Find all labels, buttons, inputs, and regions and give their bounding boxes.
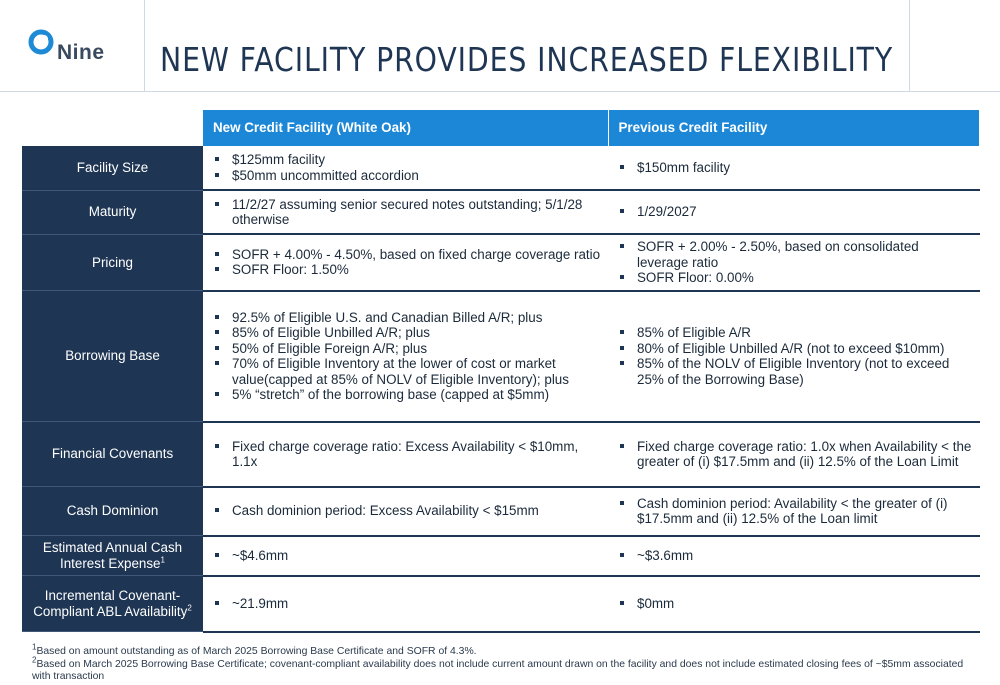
- page-title: NEW FACILITY PROVIDES INCREASED FLEXIBIL…: [160, 40, 894, 79]
- footnote-marker: 1: [160, 555, 165, 565]
- previous-facility-cell: $150mm facility: [608, 146, 980, 191]
- header-new-facility: New Credit Facility (White Oak): [203, 110, 609, 146]
- row-label: Cash Dominion: [22, 486, 203, 536]
- new-facility-cell: $125mm facility $50mm uncommitted accord…: [203, 146, 608, 191]
- row-label: Borrowing Base: [22, 290, 203, 422]
- company-logo: Nine: [27, 28, 127, 68]
- previous-facility-cell: 85% of Eligible A/R 80% of Eligible Unbi…: [608, 290, 980, 423]
- list-item: 80% of Eligible Unbilled A/R (not to exc…: [618, 341, 974, 357]
- previous-facility-cell: 1/29/2027: [608, 190, 980, 235]
- list-item: 1/29/2027: [618, 204, 974, 220]
- footnote-marker: 1: [32, 642, 37, 652]
- previous-facility-cell: $0mm: [608, 575, 980, 633]
- list-item: Fixed charge coverage ratio: Excess Avai…: [213, 439, 602, 470]
- new-facility-cell: 92.5% of Eligible U.S. and Canadian Bill…: [203, 290, 608, 423]
- new-facility-cell: Fixed charge coverage ratio: Excess Avai…: [203, 421, 608, 488]
- row-label: Maturity: [22, 190, 203, 235]
- list-item: 85% of Eligible A/R: [618, 325, 974, 341]
- logo-text: Nine: [57, 41, 105, 64]
- footnotes: 1Based on amount outstanding as of March…: [32, 642, 972, 684]
- list-item: Cash dominion period: Availability < the…: [618, 496, 974, 527]
- divider-header: [0, 91, 1000, 92]
- list-item: $0mm: [618, 596, 974, 612]
- list-item: SOFR Floor: 1.50%: [213, 262, 602, 278]
- footnote-text: Based on March 2025 Borrowing Base Certi…: [32, 658, 964, 683]
- footnote-2: 2Based on March 2025 Borrowing Base Cert…: [32, 656, 972, 684]
- table-row: Estimated Annual Cash Interest Expense1 …: [22, 535, 980, 577]
- footnote-1: 1Based on amount outstanding as of March…: [32, 642, 972, 659]
- list-item: 50% of Eligible Foreign A/R; plus: [213, 341, 602, 357]
- new-facility-cell: ~$4.6mm: [203, 535, 608, 577]
- list-item: $150mm facility: [618, 160, 974, 176]
- list-item: 85% of the NOLV of Eligible Inventory (n…: [618, 356, 974, 387]
- row-label: Financial Covenants: [22, 421, 203, 487]
- list-item: 92.5% of Eligible U.S. and Canadian Bill…: [213, 310, 602, 326]
- new-facility-cell: ~21.9mm: [203, 575, 608, 633]
- list-item: 11/2/27 assuming senior secured notes ou…: [213, 197, 602, 228]
- list-item: SOFR + 2.00% - 2.50%, based on consolida…: [618, 239, 974, 270]
- table-row: Maturity 11/2/27 assuming senior secured…: [22, 190, 980, 235]
- footnote-marker: 2: [187, 603, 192, 613]
- list-item: 5% “stretch” of the borrowing base (capp…: [213, 387, 602, 403]
- new-facility-cell: 11/2/27 assuming senior secured notes ou…: [203, 190, 608, 235]
- table-row: Incremental Covenant-Compliant ABL Avail…: [22, 575, 980, 633]
- divider-right: [909, 0, 910, 92]
- previous-facility-cell: Fixed charge coverage ratio: 1.0x when A…: [608, 421, 980, 488]
- row-label-text: Incremental Covenant-Compliant ABL Avail…: [33, 588, 188, 619]
- table-row: Borrowing Base 92.5% of Eligible U.S. an…: [22, 290, 980, 423]
- list-item: $50mm uncommitted accordion: [213, 168, 602, 184]
- previous-facility-cell: Cash dominion period: Availability < the…: [608, 486, 980, 537]
- row-label: Incremental Covenant-Compliant ABL Avail…: [22, 575, 203, 632]
- footnote-marker: 2: [32, 655, 37, 665]
- previous-facility-cell: ~$3.6mm: [608, 535, 980, 577]
- table-row: Pricing SOFR + 4.00% - 4.50%, based on f…: [22, 234, 980, 292]
- list-item: ~$4.6mm: [213, 548, 602, 564]
- table-row: Financial Covenants Fixed charge coverag…: [22, 421, 980, 488]
- new-facility-cell: Cash dominion period: Excess Availabilit…: [203, 486, 608, 537]
- list-item: $125mm facility: [213, 152, 602, 168]
- row-label: Facility Size: [22, 146, 203, 191]
- previous-facility-cell: SOFR + 2.00% - 2.50%, based on consolida…: [608, 234, 980, 292]
- header-blank: [22, 110, 203, 146]
- list-item: SOFR Floor: 0.00%: [618, 270, 974, 286]
- list-item: SOFR + 4.00% - 4.50%, based on fixed cha…: [213, 247, 602, 263]
- new-facility-cell: SOFR + 4.00% - 4.50%, based on fixed cha…: [203, 234, 608, 292]
- divider-left: [144, 0, 145, 92]
- comparison-table: New Credit Facility (White Oak) Previous…: [22, 110, 980, 633]
- row-label: Estimated Annual Cash Interest Expense1: [22, 535, 203, 576]
- list-item: Fixed charge coverage ratio: 1.0x when A…: [618, 439, 974, 470]
- row-label-text: Estimated Annual Cash Interest Expense: [42, 540, 183, 571]
- footnote-text: Based on amount outstanding as of March …: [36, 646, 477, 657]
- list-item: 70% of Eligible Inventory at the lower o…: [213, 356, 602, 387]
- table-row: Facility Size $125mm facility $50mm unco…: [22, 146, 980, 191]
- list-item: ~$3.6mm: [618, 548, 974, 564]
- logo-ring-icon: [28, 29, 54, 55]
- table-row: Cash Dominion Cash dominion period: Exce…: [22, 486, 980, 537]
- list-item: 85% of Eligible Unbilled A/R; plus: [213, 325, 602, 341]
- header-previous-facility: Previous Credit Facility: [608, 110, 980, 146]
- list-item: ~21.9mm: [213, 596, 602, 612]
- list-item: Cash dominion period: Excess Availabilit…: [213, 503, 602, 519]
- row-label: Pricing: [22, 234, 203, 291]
